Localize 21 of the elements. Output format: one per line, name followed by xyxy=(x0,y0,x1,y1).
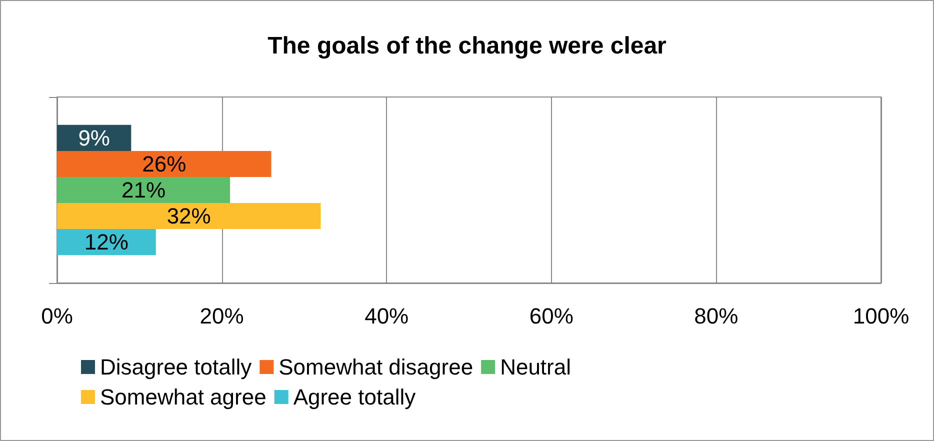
bar xyxy=(57,203,321,230)
x-tick-label: 80% xyxy=(694,304,738,328)
data-label: 32% xyxy=(166,204,211,229)
data-label: 12% xyxy=(84,230,128,255)
legend-label: Somewhat agree xyxy=(100,384,266,410)
x-tick-label: 100% xyxy=(852,304,910,328)
bar xyxy=(57,229,156,256)
chart-title: The goals of the change were clear xyxy=(268,32,666,60)
data-label: 26% xyxy=(142,151,186,176)
legend-label: Neutral xyxy=(500,354,571,380)
bar xyxy=(57,150,272,177)
x-tick-label: 40% xyxy=(364,304,409,328)
x-tick-label: 0% xyxy=(41,304,73,328)
legend-label: Agree totally xyxy=(293,384,416,410)
legend-label: Somewhat disagree xyxy=(278,354,474,380)
bar xyxy=(57,176,230,204)
legend-label: Disagree totally xyxy=(100,354,252,380)
x-tick-label: 20% xyxy=(200,304,244,328)
data-label: 21% xyxy=(121,178,166,202)
x-tick-label: 60% xyxy=(529,304,574,328)
data-label: 9% xyxy=(78,125,110,150)
